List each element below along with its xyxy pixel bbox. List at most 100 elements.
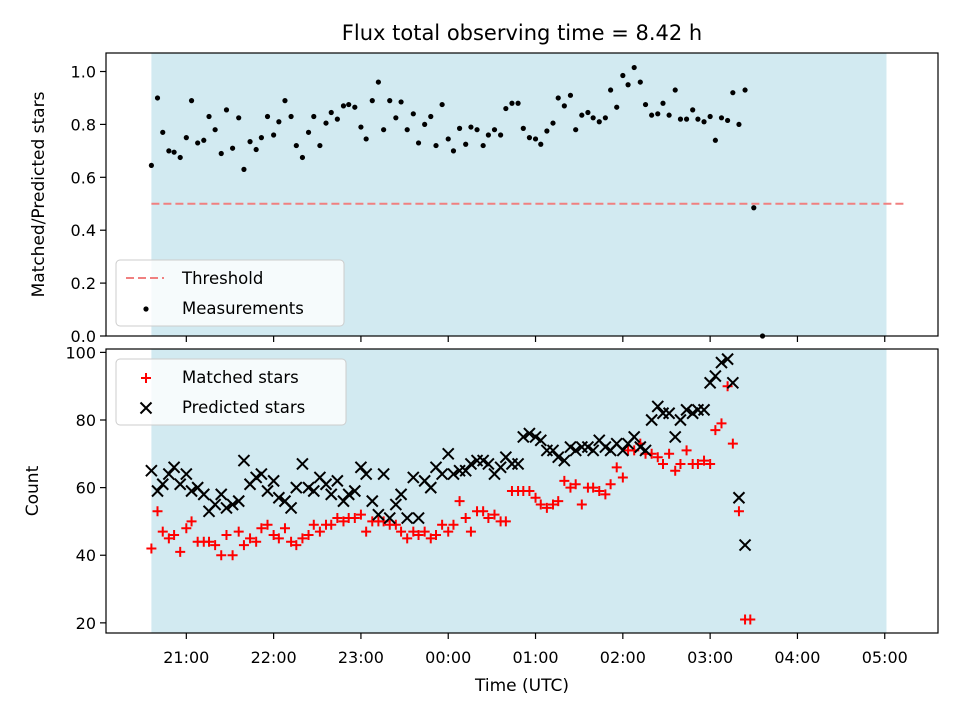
y-tick-label: 1.0	[71, 63, 96, 82]
x-tick-label: 05:00	[862, 648, 908, 667]
data-point	[448, 519, 459, 530]
data-point	[167, 461, 181, 474]
data-point	[433, 142, 439, 149]
legend-label: Predicted stars	[182, 398, 305, 417]
data-point	[530, 492, 541, 503]
data-point	[590, 115, 596, 121]
series-matched-stars	[146, 381, 756, 625]
data-point	[206, 113, 212, 120]
data-point	[491, 127, 498, 133]
data-point	[229, 145, 236, 151]
legend-marker	[143, 306, 149, 312]
data-point	[594, 486, 605, 496]
y-tick-label: 60	[76, 479, 96, 498]
data-point	[494, 461, 507, 474]
y-tick-label: 0.6	[71, 168, 96, 187]
data-point	[664, 448, 675, 459]
data-point	[358, 124, 364, 130]
data-point	[183, 135, 189, 141]
legend-label: Measurements	[182, 299, 304, 318]
data-point	[611, 462, 622, 473]
data-point	[288, 113, 294, 120]
data-point	[450, 148, 457, 154]
data-point	[677, 116, 684, 122]
data-point	[255, 467, 268, 481]
data-point	[303, 529, 314, 540]
data-point	[511, 457, 525, 471]
x-tick-label: 21:00	[163, 648, 209, 667]
data-point	[181, 523, 192, 534]
data-point	[701, 119, 707, 125]
x-tick-label: 23:00	[338, 648, 384, 667]
data-point	[145, 464, 158, 477]
data-point	[208, 498, 222, 511]
data-point	[550, 120, 556, 126]
y-tick-label: 40	[76, 546, 96, 565]
y-tick-label: 20	[76, 614, 96, 633]
y-tick-label: 100	[65, 343, 96, 362]
data-point	[390, 519, 401, 530]
data-point	[569, 444, 582, 457]
data-point	[715, 356, 728, 369]
data-point	[375, 79, 381, 85]
data-point	[695, 116, 701, 122]
data-point	[588, 482, 599, 493]
data-point	[631, 64, 637, 71]
data-point	[146, 543, 157, 554]
y-tick-label: 0.0	[71, 327, 96, 346]
data-point	[258, 135, 264, 141]
legend-marker	[141, 373, 151, 383]
data-point	[579, 112, 585, 118]
data-point	[586, 444, 600, 457]
data-point	[649, 112, 655, 118]
data-point	[456, 125, 463, 131]
data-point	[328, 109, 334, 116]
data-point	[526, 135, 533, 141]
data-point	[241, 166, 247, 172]
data-point	[534, 434, 547, 447]
data-point	[498, 132, 504, 138]
data-point	[485, 132, 491, 138]
data-point	[398, 99, 404, 105]
plot-frame	[105, 52, 939, 337]
data-point	[226, 498, 239, 511]
data-point	[482, 457, 495, 471]
data-point	[483, 513, 494, 524]
data-point	[468, 124, 474, 130]
data-point	[478, 506, 489, 517]
data-point	[177, 154, 183, 161]
data-point	[738, 538, 752, 552]
x-tick-label: 04:00	[774, 648, 820, 667]
data-point	[262, 519, 273, 530]
data-point	[352, 104, 358, 110]
data-point	[703, 376, 717, 390]
data-point	[596, 119, 602, 125]
data-point	[400, 511, 414, 525]
data-point	[238, 540, 249, 551]
data-point	[291, 540, 302, 551]
data-point	[393, 115, 399, 121]
data-point	[299, 154, 306, 161]
data-point	[733, 506, 744, 517]
data-point	[552, 450, 565, 464]
data-point	[256, 523, 267, 534]
data-point	[732, 491, 746, 504]
y-axis-label: Count	[23, 465, 43, 516]
data-point	[342, 488, 355, 501]
data-point	[617, 472, 628, 483]
data-point	[311, 113, 317, 120]
data-point	[383, 511, 396, 525]
data-point	[296, 457, 309, 471]
plot-frame	[105, 348, 939, 634]
data-point	[157, 526, 168, 537]
data-point	[474, 127, 480, 133]
data-point	[662, 407, 676, 420]
x-axis-label: Time (UTC)	[474, 676, 569, 696]
data-point	[602, 115, 608, 121]
data-point	[730, 90, 736, 96]
data-point	[672, 87, 678, 93]
data-point	[660, 100, 666, 106]
data-point	[215, 488, 228, 501]
data-point	[620, 72, 626, 79]
